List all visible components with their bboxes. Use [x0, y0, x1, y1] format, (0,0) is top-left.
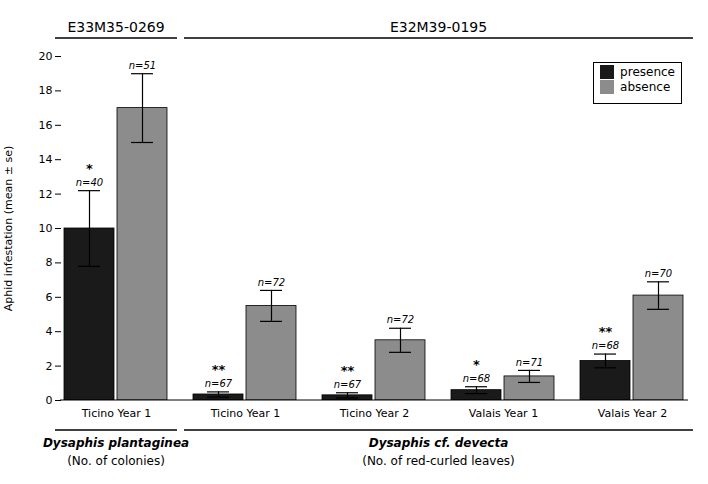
svg-text:20: 20	[39, 50, 53, 63]
svg-text:n=67: n=67	[334, 379, 362, 390]
svg-text:0: 0	[46, 394, 53, 407]
svg-text:n=70: n=70	[645, 268, 672, 279]
svg-text:16: 16	[39, 119, 53, 132]
svg-text:*: *	[473, 357, 480, 372]
svg-text:Valais Year 2: Valais Year 2	[598, 407, 667, 420]
svg-text:(No. of red-curled leaves): (No. of red-curled leaves)	[362, 454, 515, 468]
svg-text:(No. of colonies): (No. of colonies)	[67, 454, 165, 468]
svg-text:n=68: n=68	[592, 340, 619, 351]
svg-text:10: 10	[39, 222, 53, 235]
svg-text:E33M35-0269: E33M35-0269	[67, 19, 164, 35]
svg-text:Dysaphis plantaginea: Dysaphis plantaginea	[43, 436, 189, 450]
svg-text:Ticino Year 1: Ticino Year 1	[210, 407, 281, 420]
svg-text:6: 6	[46, 291, 53, 304]
svg-text:18: 18	[39, 84, 53, 97]
svg-text:n=40: n=40	[76, 177, 103, 188]
svg-text:Dysaphis cf. devecta: Dysaphis cf. devecta	[369, 436, 509, 450]
svg-text:n=67: n=67	[205, 378, 233, 389]
svg-text:14: 14	[39, 153, 53, 166]
svg-text:n=51: n=51	[129, 60, 156, 71]
svg-text:*: *	[86, 161, 93, 176]
svg-text:2: 2	[46, 360, 53, 373]
svg-text:n=71: n=71	[516, 357, 543, 368]
svg-text:n=72: n=72	[258, 277, 285, 288]
svg-text:4: 4	[46, 325, 53, 338]
svg-text:Valais Year 1: Valais Year 1	[469, 407, 538, 420]
html-text:presence: presence	[620, 65, 675, 79]
svg-text:n=72: n=72	[387, 314, 414, 325]
html-text:absence: absence	[620, 80, 671, 94]
svg-text:n=68: n=68	[463, 373, 490, 384]
svg-text:**: **	[599, 324, 613, 339]
svg-text:Aphid infestation (mean ± se): Aphid infestation (mean ± se)	[2, 146, 15, 312]
svg-text:**: **	[212, 362, 226, 377]
svg-text:**: **	[341, 363, 355, 378]
svg-text:E32M39-0195: E32M39-0195	[390, 19, 487, 35]
svg-text:8: 8	[46, 256, 53, 269]
svg-text:Ticino Year 1: Ticino Year 1	[81, 407, 152, 420]
svg-text:Ticino Year 2: Ticino Year 2	[339, 407, 410, 420]
svg-text:12: 12	[39, 188, 53, 201]
